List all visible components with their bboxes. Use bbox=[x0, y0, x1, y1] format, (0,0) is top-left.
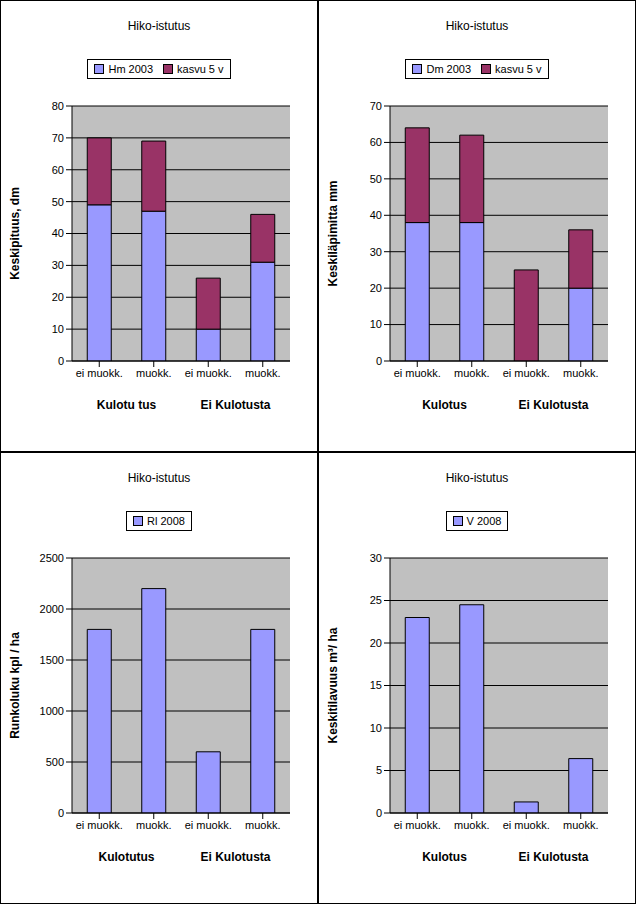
svg-text:50: 50 bbox=[370, 173, 382, 185]
html-text:Kulotutus: Kulotutus bbox=[98, 850, 155, 864]
svg-text:ei muokk.: ei muokk. bbox=[185, 367, 232, 379]
svg-text:30: 30 bbox=[370, 246, 382, 258]
svg-text:0: 0 bbox=[58, 807, 64, 819]
svg-text:10: 10 bbox=[370, 722, 382, 734]
svg-text:ei muokk.: ei muokk. bbox=[394, 819, 441, 831]
svg-text:muokk.: muokk. bbox=[563, 367, 598, 379]
svg-text:ei muokk.: ei muokk. bbox=[185, 819, 232, 831]
svg-text:ei muokk.: ei muokk. bbox=[503, 367, 550, 379]
html-text:Ei Kulotusta: Ei Kulotusta bbox=[200, 850, 271, 864]
html-text:Rl 2008: Rl 2008 bbox=[147, 515, 185, 527]
svg-text:30: 30 bbox=[370, 552, 382, 564]
svg-text:40: 40 bbox=[52, 227, 64, 239]
html-text:Ei Kulotusta: Ei Kulotusta bbox=[518, 850, 589, 864]
svg-text:1000: 1000 bbox=[40, 705, 64, 717]
html-text:Ei Kulotusta: Ei Kulotusta bbox=[200, 398, 271, 412]
svg-text:ei muokk.: ei muokk. bbox=[76, 819, 123, 831]
svg-text:Runkoluku kpl / ha: Runkoluku kpl / ha bbox=[8, 632, 22, 739]
svg-text:muokk.: muokk. bbox=[136, 367, 171, 379]
svg-text:muokk.: muokk. bbox=[563, 819, 598, 831]
svg-text:20: 20 bbox=[370, 637, 382, 649]
svg-text:70: 70 bbox=[370, 100, 382, 112]
html-text:Dm 2003: Dm 2003 bbox=[426, 63, 472, 75]
svg-text:30: 30 bbox=[52, 259, 64, 271]
svg-text:0: 0 bbox=[376, 807, 382, 819]
svg-text:70: 70 bbox=[52, 132, 64, 144]
svg-text:muokk.: muokk. bbox=[136, 819, 171, 831]
svg-text:20: 20 bbox=[370, 282, 382, 294]
svg-text:60: 60 bbox=[52, 164, 64, 176]
svg-text:15: 15 bbox=[370, 679, 382, 691]
svg-text:ei muokk.: ei muokk. bbox=[394, 367, 441, 379]
svg-text:25: 25 bbox=[370, 594, 382, 606]
svg-text:muokk.: muokk. bbox=[454, 819, 489, 831]
svg-text:60: 60 bbox=[370, 136, 382, 148]
html-text:kasvu 5 v: kasvu 5 v bbox=[495, 63, 542, 75]
svg-text:Keskipituus, dm: Keskipituus, dm bbox=[8, 187, 22, 280]
svg-text:50: 50 bbox=[52, 196, 64, 208]
svg-text:muokk.: muokk. bbox=[245, 819, 280, 831]
html-text:Hiko-istutus: Hiko-istutus bbox=[127, 19, 191, 33]
svg-text:20: 20 bbox=[52, 291, 64, 303]
svg-text:muokk.: muokk. bbox=[245, 367, 280, 379]
svg-text:muokk.: muokk. bbox=[454, 367, 489, 379]
svg-text:0: 0 bbox=[58, 355, 64, 367]
svg-text:0: 0 bbox=[376, 355, 382, 367]
html-text:Kulotus: Kulotus bbox=[422, 850, 467, 864]
svg-text:10: 10 bbox=[52, 323, 64, 335]
svg-text:Keskitilavuus m³/ ha: Keskitilavuus m³/ ha bbox=[326, 627, 340, 743]
html-text:Hm 2003: Hm 2003 bbox=[108, 63, 154, 75]
html-text:Hiko-istutus: Hiko-istutus bbox=[127, 471, 191, 485]
svg-text:10: 10 bbox=[370, 318, 382, 330]
html-text:Hiko-istutus: Hiko-istutus bbox=[445, 471, 509, 485]
svg-text:500: 500 bbox=[46, 756, 64, 768]
svg-text:5: 5 bbox=[376, 764, 382, 776]
svg-text:Keskiläpimitta mm: Keskiläpimitta mm bbox=[326, 180, 340, 286]
svg-text:2000: 2000 bbox=[40, 603, 64, 615]
html-text:kasvu 5 v: kasvu 5 v bbox=[177, 63, 224, 75]
svg-text:ei muokk.: ei muokk. bbox=[76, 367, 123, 379]
html-text:Kulotu tus: Kulotu tus bbox=[96, 398, 157, 412]
svg-text:80: 80 bbox=[52, 100, 64, 112]
html-text:Ei Kulotusta: Ei Kulotusta bbox=[518, 398, 589, 412]
html-text:Kulotus: Kulotus bbox=[422, 398, 467, 412]
svg-text:40: 40 bbox=[370, 209, 382, 221]
svg-text:ei muokk.: ei muokk. bbox=[503, 819, 550, 831]
svg-text:2500: 2500 bbox=[40, 552, 64, 564]
svg-text:1500: 1500 bbox=[40, 654, 64, 666]
html-text:V 2008: V 2008 bbox=[466, 515, 502, 527]
html-text:Hiko-istutus: Hiko-istutus bbox=[445, 19, 509, 33]
